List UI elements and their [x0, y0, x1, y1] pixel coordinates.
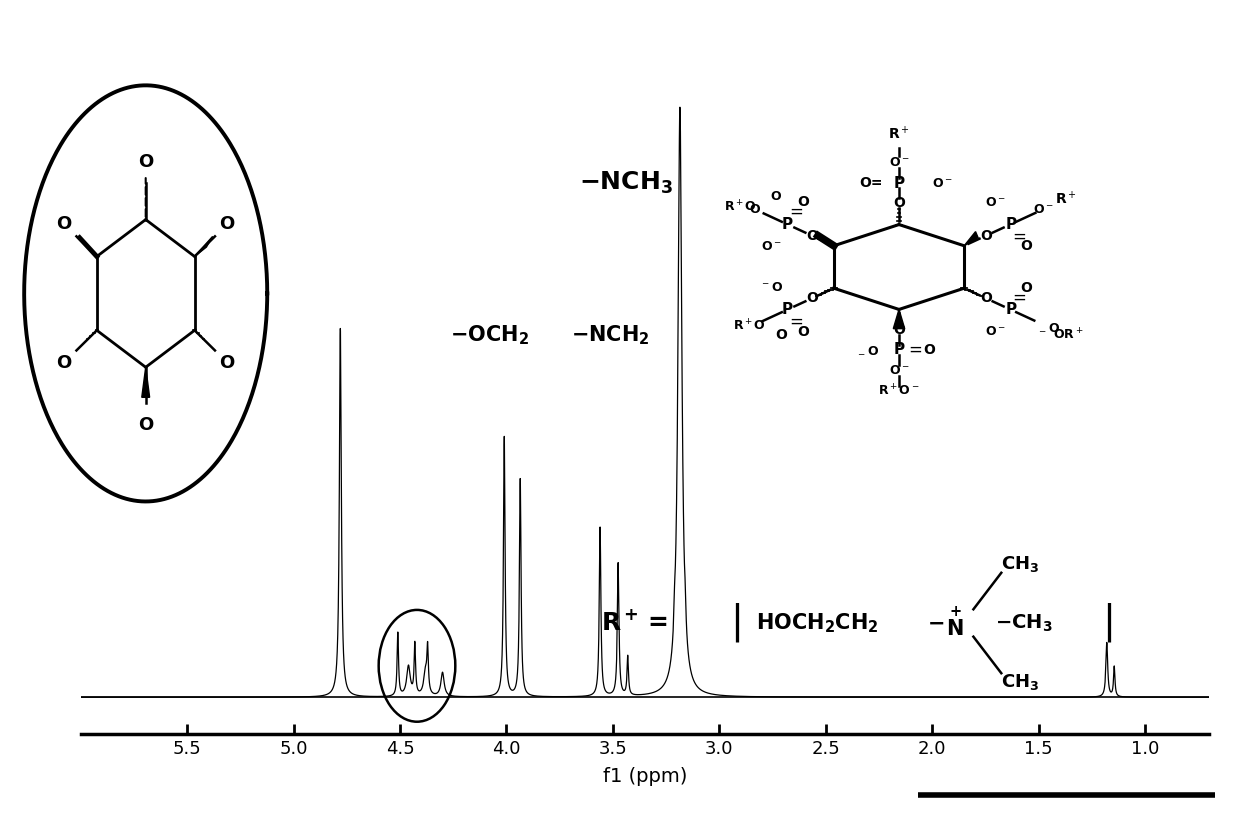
- Polygon shape: [965, 231, 978, 246]
- Text: R$^+$: R$^+$: [888, 126, 910, 143]
- Text: O: O: [980, 229, 992, 243]
- Text: $\mathbf{-CH_3}$: $\mathbf{-CH_3}$: [994, 612, 1053, 633]
- Text: O: O: [924, 343, 935, 357]
- Text: OR$^+$: OR$^+$: [1053, 328, 1084, 342]
- Text: O: O: [806, 291, 818, 306]
- Text: O: O: [1021, 239, 1033, 253]
- Text: O: O: [57, 354, 72, 372]
- Text: R$^+$O: R$^+$O: [724, 199, 758, 214]
- Text: P: P: [781, 217, 792, 231]
- Text: =: =: [1013, 227, 1027, 245]
- Text: O$^-$: O$^-$: [761, 240, 782, 253]
- Text: O$^-$: O$^-$: [985, 196, 1006, 209]
- Text: O: O: [797, 324, 808, 338]
- Text: O: O: [806, 229, 818, 243]
- Text: $_-$O: $_-$O: [1038, 319, 1060, 333]
- Polygon shape: [141, 368, 150, 397]
- Text: O: O: [1021, 281, 1033, 295]
- Text: R$^+$O$^-$: R$^+$O$^-$: [878, 384, 920, 399]
- Text: $|$: $|$: [729, 601, 740, 645]
- Text: $\mathbf{-NCH_3}$: $\mathbf{-NCH_3}$: [579, 170, 673, 196]
- Text: $\mathbf{HOCH_2CH_2}$: $\mathbf{HOCH_2CH_2}$: [756, 611, 879, 635]
- Text: O: O: [770, 190, 781, 203]
- Text: O: O: [775, 328, 787, 342]
- Text: O: O: [219, 215, 234, 233]
- Text: O: O: [893, 323, 905, 337]
- Text: $_-$O: $_-$O: [856, 343, 879, 356]
- Text: O$^-$: O$^-$: [985, 325, 1006, 338]
- Text: P: P: [894, 342, 904, 357]
- Text: $|$: $|$: [1101, 601, 1112, 645]
- Text: O$^-$: O$^-$: [1033, 203, 1054, 216]
- Text: R$^+$O: R$^+$O: [733, 319, 765, 334]
- Text: O: O: [980, 291, 992, 306]
- Text: =: =: [789, 203, 804, 221]
- Text: O: O: [219, 354, 234, 372]
- Text: R$^+$: R$^+$: [1054, 191, 1076, 208]
- Text: $\mathbf{-NCH_2}$: $\mathbf{-NCH_2}$: [572, 323, 650, 346]
- Text: O: O: [138, 152, 154, 170]
- Text: $^-$O: $^-$O: [760, 281, 784, 294]
- Text: O: O: [893, 196, 905, 210]
- Text: =: =: [1013, 289, 1027, 306]
- Text: =: =: [789, 313, 804, 331]
- Text: =: =: [909, 341, 923, 359]
- Text: P: P: [781, 302, 792, 317]
- Text: O: O: [138, 416, 154, 434]
- Polygon shape: [195, 236, 213, 257]
- Text: $\mathbf{R^+ =}$: $\mathbf{R^+ =}$: [601, 610, 668, 636]
- Text: $\mathbf{CH_3}$: $\mathbf{CH_3}$: [1002, 553, 1039, 574]
- Text: P: P: [894, 175, 904, 191]
- Text: $\mathbf{CH_3}$: $\mathbf{CH_3}$: [1002, 672, 1039, 692]
- Polygon shape: [893, 310, 905, 328]
- Text: $\mathbf{-}$: $\mathbf{-}$: [926, 613, 944, 633]
- Text: O: O: [749, 203, 760, 216]
- Text: $\mathbf{\overset{+}{N}}$: $\mathbf{\overset{+}{N}}$: [945, 606, 963, 641]
- Text: O: O: [797, 196, 808, 209]
- Text: O$^-$: O$^-$: [889, 363, 909, 377]
- Text: O$^-$: O$^-$: [889, 156, 909, 170]
- X-axis label: f1 (ppm): f1 (ppm): [603, 767, 687, 786]
- Text: $\mathbf{-OCH_2}$: $\mathbf{-OCH_2}$: [450, 323, 529, 346]
- Text: P: P: [1006, 217, 1017, 231]
- Text: O$^-$: O$^-$: [932, 177, 952, 190]
- Text: O: O: [57, 215, 72, 233]
- Text: P: P: [1006, 302, 1017, 317]
- Text: O=: O=: [859, 176, 883, 190]
